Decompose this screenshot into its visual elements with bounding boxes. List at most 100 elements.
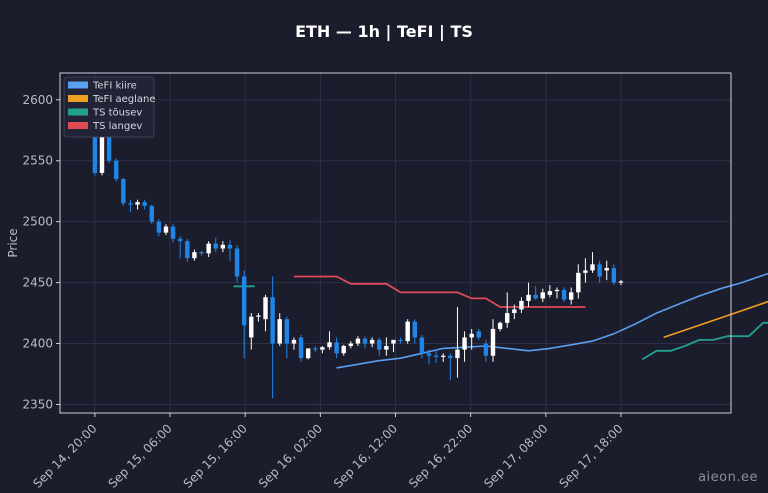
- candle-body: [483, 343, 489, 356]
- chart-title: ETH — 1h | TeFI | TS: [295, 22, 473, 41]
- candle-body: [355, 338, 361, 344]
- legend-label: TS tõusev: [92, 108, 142, 119]
- candle-body: [433, 355, 439, 357]
- grid-lines: [60, 73, 731, 413]
- candle-body: [369, 339, 375, 344]
- candle-body: [362, 338, 368, 344]
- candle-body: [448, 355, 453, 359]
- x-tick-label: Sep 17, 08:00: [481, 421, 550, 490]
- y-tick-label: 2550: [22, 154, 53, 168]
- x-tick-label: Sep 16, 22:00: [406, 421, 475, 490]
- candle-body: [419, 337, 425, 354]
- candle-body: [92, 136, 98, 173]
- legend-swatch: [68, 95, 88, 102]
- candle-body: [583, 270, 588, 273]
- candle-body: [128, 203, 133, 205]
- x-tick-label: Sep 16, 02:00: [256, 421, 325, 490]
- candle-body: [604, 267, 609, 271]
- legend-swatch: [68, 81, 88, 89]
- candle-body: [291, 339, 297, 344]
- x-tick-label: Sep 14, 20:00: [30, 421, 99, 490]
- indicator-lines: [233, 272, 768, 369]
- x-tick-label: Sep 17, 18:00: [556, 421, 625, 490]
- candle-body: [533, 294, 538, 299]
- candle-body: [519, 300, 524, 310]
- series-line-0: [336, 272, 768, 369]
- y-axis: 2350 2400 2450 2500 2550 2600: [22, 93, 60, 411]
- candle-body: [170, 226, 176, 239]
- candle-body: [490, 328, 496, 356]
- candle-body: [512, 309, 517, 314]
- candle-body: [540, 292, 545, 299]
- legend-label: TeFI kiire: [92, 81, 137, 92]
- series-line-1: [663, 300, 768, 339]
- candle-body: [241, 276, 247, 326]
- candle-body: [220, 244, 226, 249]
- candle-body: [121, 179, 126, 204]
- candle-body: [185, 241, 190, 259]
- candle-body: [611, 267, 617, 283]
- candle-body: [476, 331, 481, 338]
- candle-body: [206, 243, 211, 254]
- candle-body: [391, 339, 396, 344]
- series-step-2-1: [641, 321, 768, 361]
- candle-body: [213, 243, 218, 249]
- candle-body: [135, 202, 140, 205]
- candle-body: [547, 291, 553, 295]
- candles: [92, 133, 624, 399]
- y-tick-label: 2450: [22, 276, 53, 290]
- y-axis-label: Price: [6, 228, 20, 257]
- y-tick-label: 2350: [22, 397, 53, 411]
- candle-body: [142, 202, 147, 206]
- candle-body: [426, 353, 432, 356]
- legend-swatch: [68, 122, 88, 129]
- x-tick-label: Sep 15, 06:00: [106, 421, 175, 490]
- candle-body: [320, 347, 325, 350]
- candle-body: [412, 321, 417, 338]
- x-axis: Sep 14, 20:00 Sep 15, 06:00 Sep 15, 16:00 S…: [30, 413, 626, 491]
- candle-body: [177, 238, 183, 242]
- candle-body: [234, 248, 240, 277]
- x-tick-label: Sep 15, 16:00: [181, 421, 250, 490]
- candle-body: [348, 343, 354, 346]
- candle-body: [227, 244, 233, 249]
- candle-body: [554, 289, 560, 292]
- candle-body: [341, 345, 346, 354]
- candle-body: [568, 292, 574, 300]
- candle-body: [270, 297, 275, 344]
- candle-body: [462, 337, 467, 350]
- candle-body: [561, 289, 567, 300]
- candle-body: [156, 221, 162, 233]
- candle-body: [455, 349, 460, 359]
- candle-body: [313, 348, 318, 350]
- candle-body: [199, 252, 204, 254]
- candle-body: [441, 355, 446, 357]
- x-tick-label: Sep 16, 12:00: [331, 421, 400, 490]
- candle-body: [469, 333, 474, 338]
- candle-body: [398, 339, 403, 342]
- candle-body: [618, 281, 624, 283]
- candle-body: [114, 160, 119, 180]
- candle-body: [277, 319, 282, 344]
- y-tick-label: 2400: [22, 337, 53, 351]
- candle-body: [377, 339, 382, 350]
- candle-body: [149, 205, 154, 222]
- candle-body: [497, 322, 503, 329]
- candle-body: [163, 226, 169, 233]
- candle-body: [99, 136, 105, 173]
- candle-body: [526, 294, 531, 301]
- y-tick-label: 2500: [22, 215, 53, 229]
- y-tick-label: 2600: [22, 93, 53, 107]
- candle-body: [305, 348, 311, 359]
- candle-body: [256, 315, 261, 317]
- candle-body: [405, 321, 410, 342]
- legend: TeFI kiire TeFI aeglane TS tõusev TS langev: [63, 76, 155, 138]
- candle-body: [576, 272, 581, 293]
- candle-body: [590, 264, 595, 271]
- legend-label: TS langev: [92, 121, 142, 132]
- candle-body: [263, 297, 268, 320]
- candle-body: [597, 264, 602, 277]
- candle-body: [334, 342, 339, 354]
- candle-body: [384, 345, 389, 350]
- candle-body: [249, 316, 254, 338]
